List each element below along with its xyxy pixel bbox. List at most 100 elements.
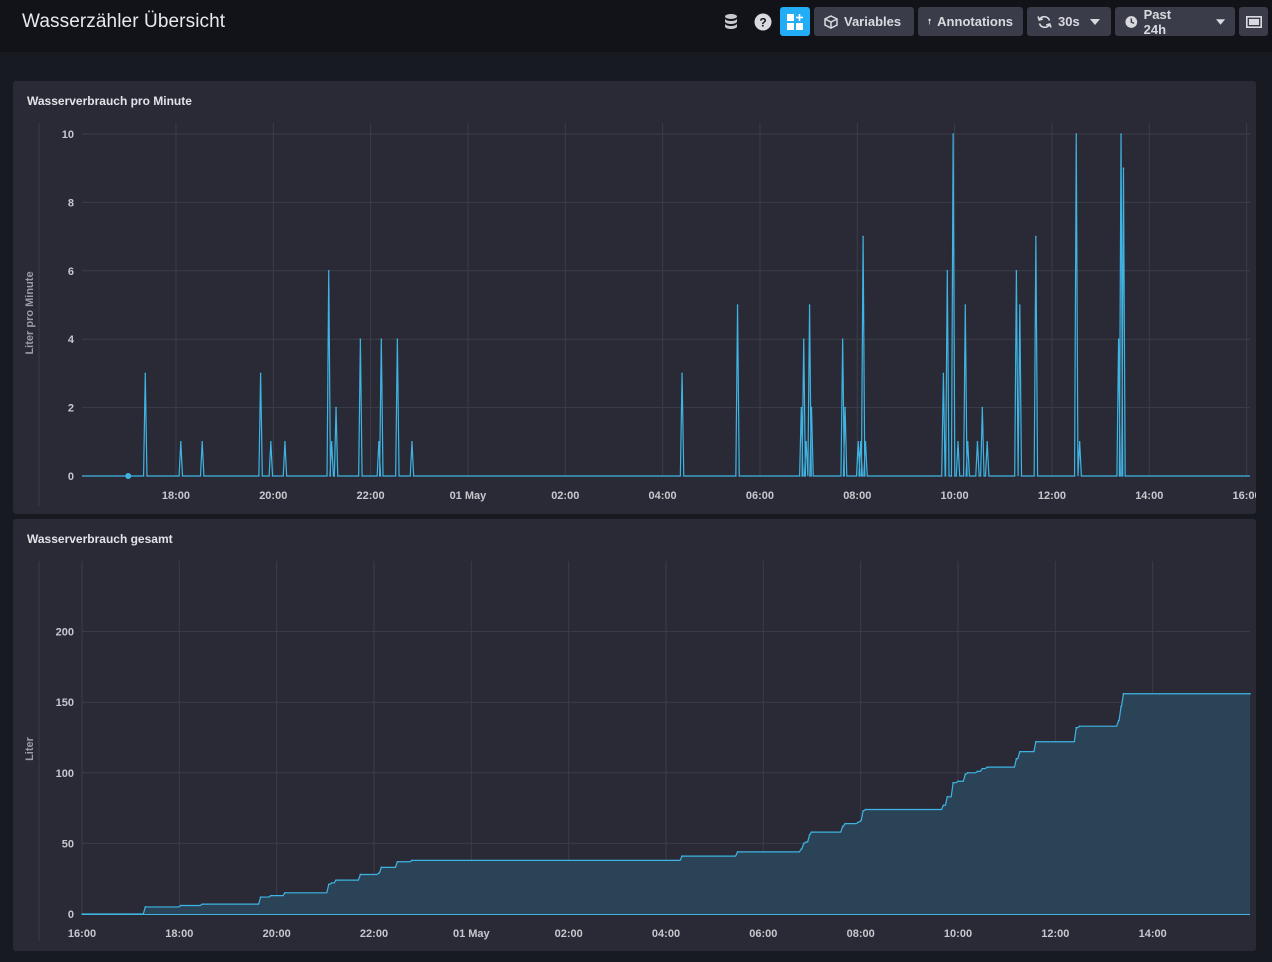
y-tick-label: 4 [68,334,75,346]
data-point [1122,167,1125,169]
annotations-label: Annotations [937,14,1013,29]
pin-icon [928,18,931,25]
data-point [1019,750,1021,753]
data-point [802,338,805,341]
add-cell-button[interactable] [780,7,810,36]
data-point [330,441,333,443]
y-axis-label: Liter pro Minute [24,271,36,354]
data-point [942,804,945,807]
data-point [1035,740,1037,743]
hover-marker[interactable] [125,473,132,479]
add-cell-icon [787,13,803,30]
svg-text:?: ? [759,15,766,29]
data-point [144,372,147,375]
data-point [411,441,413,443]
data-point [1122,692,1125,695]
x-tick-label: 08:00 [843,490,871,502]
x-tick-label: 16:00 [68,928,96,940]
panel-usage-total: Wasserverbrauch gesamt Liter 0 50 100 150 20… [13,519,1256,951]
data-point [844,822,846,825]
data-point [335,406,337,409]
data-point [380,866,383,869]
data-point [144,906,147,908]
data-point [1078,725,1081,728]
data-point [859,820,862,822]
variables-button[interactable]: Variables [814,7,914,36]
data-point [1075,726,1078,729]
data-point [259,896,262,898]
x-tick-label: 22:00 [360,928,388,940]
x-tick-label: 10:00 [944,928,972,940]
x-tick-label: 18:00 [162,490,190,502]
data-point [411,859,413,862]
x-tick-label: 08:00 [847,928,875,940]
y-tick-label: 0 [68,471,74,483]
timerange-label: Past 24h [1143,6,1172,37]
data-point [808,304,811,306]
data-point [1249,692,1251,695]
x-tick-label: 20:00 [259,490,287,502]
data-point [864,441,867,443]
data-point [179,904,182,907]
data-point [359,338,362,341]
data-point [330,882,333,884]
data-point [396,338,399,341]
data-point [1015,270,1018,272]
series-area [82,693,1250,914]
data-point [378,872,380,874]
x-tick-label: 14:00 [1139,928,1167,940]
panel-usage-per-minute: Wasserverbrauch pro Minute Liter pro Min… [13,81,1256,514]
timerange-dropdown[interactable]: Past 24h [1115,6,1235,37]
data-point [800,848,803,850]
data-point [327,270,330,272]
chevron-down-icon [1215,18,1225,25]
data-point [201,903,204,905]
data-point [380,338,383,341]
annotations-button[interactable]: Annotations [918,7,1023,36]
data-point [201,441,204,443]
fullscreen-icon [1245,15,1262,28]
data-point [966,441,969,443]
data-point [1075,133,1078,135]
x-tick-label: 12:00 [1041,928,1069,940]
x-tick-label: 06:00 [746,490,774,502]
x-tick-label: 01 May [450,490,488,502]
data-point [857,821,860,824]
data-point [808,834,811,836]
y-tick-label: 0 [68,909,74,921]
data-point [681,855,683,857]
data-point [284,441,286,443]
data-point [1117,338,1120,341]
data-point [844,406,846,409]
y-axis-label: Liter [24,736,36,761]
cube-icon [824,14,838,29]
data-point [862,810,864,812]
data-point [859,441,862,443]
x-tick-label: 12:00 [1038,490,1066,502]
help-icon[interactable]: ? [748,7,778,36]
data-point [736,851,739,853]
clock-icon [1125,15,1138,28]
data-point [957,441,959,443]
data-point [270,441,272,443]
data-point [964,773,967,776]
refresh-dropdown[interactable]: 30s [1027,7,1111,36]
data-point [841,338,844,341]
fullscreen-button[interactable] [1239,7,1268,36]
data-point [946,796,949,798]
y-tick-label: 6 [68,266,74,278]
chart-usage-per-minute: Liter pro Minute 0 2 4 6 8 10 18:00 20:00 22:00 0… [24,123,1256,506]
data-point [179,441,182,443]
data-point [1078,441,1081,443]
dashboard-header: Wasserzähler Übersicht ? [0,0,1272,52]
x-tick-label: 22:00 [357,490,385,502]
data-point [841,825,844,828]
series-line [82,133,1250,477]
data-point [396,860,399,863]
x-tick-label: 04:00 [649,490,677,502]
data-point [284,892,286,894]
data-point [270,894,272,897]
x-tick-label: 16:00 [1233,490,1256,502]
data-point [810,831,813,833]
database-icon[interactable] [716,7,746,36]
